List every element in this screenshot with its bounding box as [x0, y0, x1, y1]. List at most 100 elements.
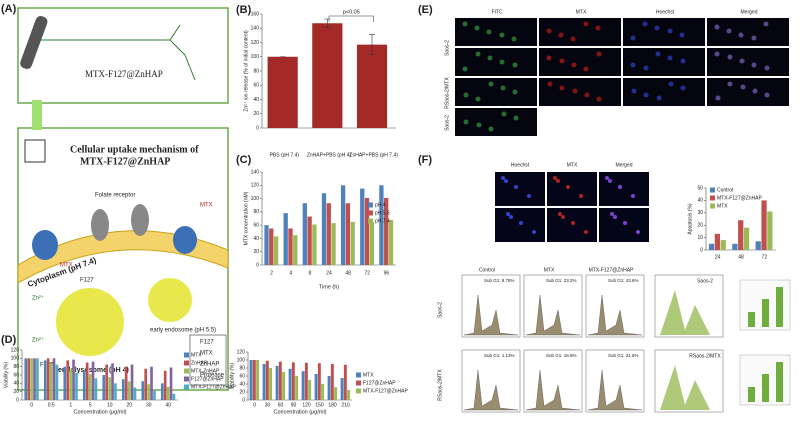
cell [656, 95, 662, 101]
cell [462, 66, 468, 72]
y-tick-label: 20 [13, 389, 19, 395]
cell [631, 194, 635, 198]
x-tick-label: PBS (pH 7.4) [270, 152, 300, 158]
folate-label: Folate receptor [95, 193, 135, 199]
micrograph [539, 18, 621, 46]
bar [388, 219, 394, 265]
bar [327, 376, 331, 400]
bar [301, 371, 305, 400]
cell [764, 92, 770, 98]
cell [738, 32, 744, 38]
cell [623, 221, 627, 225]
panel-label: (A) [1, 3, 17, 15]
receptor [32, 230, 58, 260]
column-label: MTX [576, 9, 587, 15]
legend-swatch [184, 360, 189, 366]
x-tick-label: 210 [341, 402, 350, 408]
y-tick-label: 60 [253, 83, 259, 89]
x-tick-label: 0.5 [48, 402, 55, 408]
bar [343, 364, 347, 400]
mtx-label: MTX [60, 263, 73, 269]
cell [511, 36, 517, 42]
cell [570, 36, 576, 42]
bar [293, 235, 298, 265]
x-tick-label: 24 [326, 270, 332, 276]
bar [267, 56, 298, 128]
cell [579, 194, 583, 198]
legend-swatch [368, 210, 373, 216]
small-bar [748, 387, 755, 402]
cell [613, 215, 617, 219]
bar [767, 211, 773, 250]
column-label: Merged [616, 162, 633, 168]
bar [63, 366, 67, 400]
sub-g1-label: Sub G1: 43.6% [608, 278, 639, 283]
bar [345, 203, 351, 265]
x-axis-label: Concentration (μg/ml) [274, 409, 327, 415]
cell [559, 85, 565, 91]
bar [130, 364, 134, 400]
y-tick-label: 160 [251, 11, 260, 17]
legend-label: MTX [717, 203, 728, 209]
bar [273, 236, 279, 265]
cell [596, 96, 602, 102]
bar [738, 220, 744, 250]
key-item: ZnHAP [200, 362, 219, 368]
y-tick-label: 80 [253, 209, 259, 215]
bar [124, 366, 128, 400]
bar [288, 228, 293, 265]
bar [350, 221, 355, 265]
cell [556, 179, 560, 183]
cell [546, 28, 552, 34]
x-tick-label: 48 [345, 270, 351, 276]
micrograph [455, 18, 537, 46]
y-tick-label: 100 [251, 196, 260, 202]
cell [654, 25, 660, 31]
bar [761, 200, 767, 250]
y-tick-label: 40 [697, 198, 703, 204]
micrograph [539, 48, 621, 76]
cell [608, 179, 612, 183]
micrograph [455, 48, 537, 76]
bar [278, 361, 282, 400]
cell [680, 58, 686, 64]
overlay [660, 365, 710, 410]
bar [85, 362, 89, 400]
y-tick-label: 0 [256, 125, 259, 131]
bar [360, 188, 365, 265]
x-tick-label: 24 [715, 254, 721, 260]
overlay-title: RSaos-2/MTX [689, 353, 721, 359]
x-tick-label: 40 [165, 402, 171, 408]
bar [94, 378, 98, 400]
overlay [660, 290, 710, 335]
y-tick-label: 20 [253, 249, 259, 255]
receptor [91, 209, 109, 241]
bar [114, 383, 117, 400]
bar [264, 225, 269, 265]
x-tick-label: 90 [291, 402, 297, 408]
small-bar [762, 374, 769, 402]
x-tick-label: 60 [278, 402, 284, 408]
row-label: Saos-2 [444, 115, 450, 131]
bracket [328, 15, 374, 22]
cell [727, 54, 733, 60]
legend-label: MTX [363, 372, 374, 378]
cell [475, 96, 481, 102]
bar [108, 377, 111, 400]
y-tick-label: 0 [700, 247, 703, 253]
bar [282, 372, 286, 400]
bar [732, 243, 738, 250]
bar [166, 386, 170, 400]
bar [252, 360, 256, 400]
cell [631, 88, 637, 94]
y-tick-label: 100 [11, 356, 20, 362]
legend-label: F127@ZnHAP [363, 380, 396, 386]
receptor [173, 226, 197, 254]
annotation: p<0.05 [343, 9, 360, 15]
cell [500, 85, 506, 91]
column-label: Merged [741, 9, 758, 15]
cell [655, 51, 661, 57]
bar [307, 216, 312, 265]
chain [40, 24, 196, 81]
column-label: MTX [567, 162, 578, 168]
